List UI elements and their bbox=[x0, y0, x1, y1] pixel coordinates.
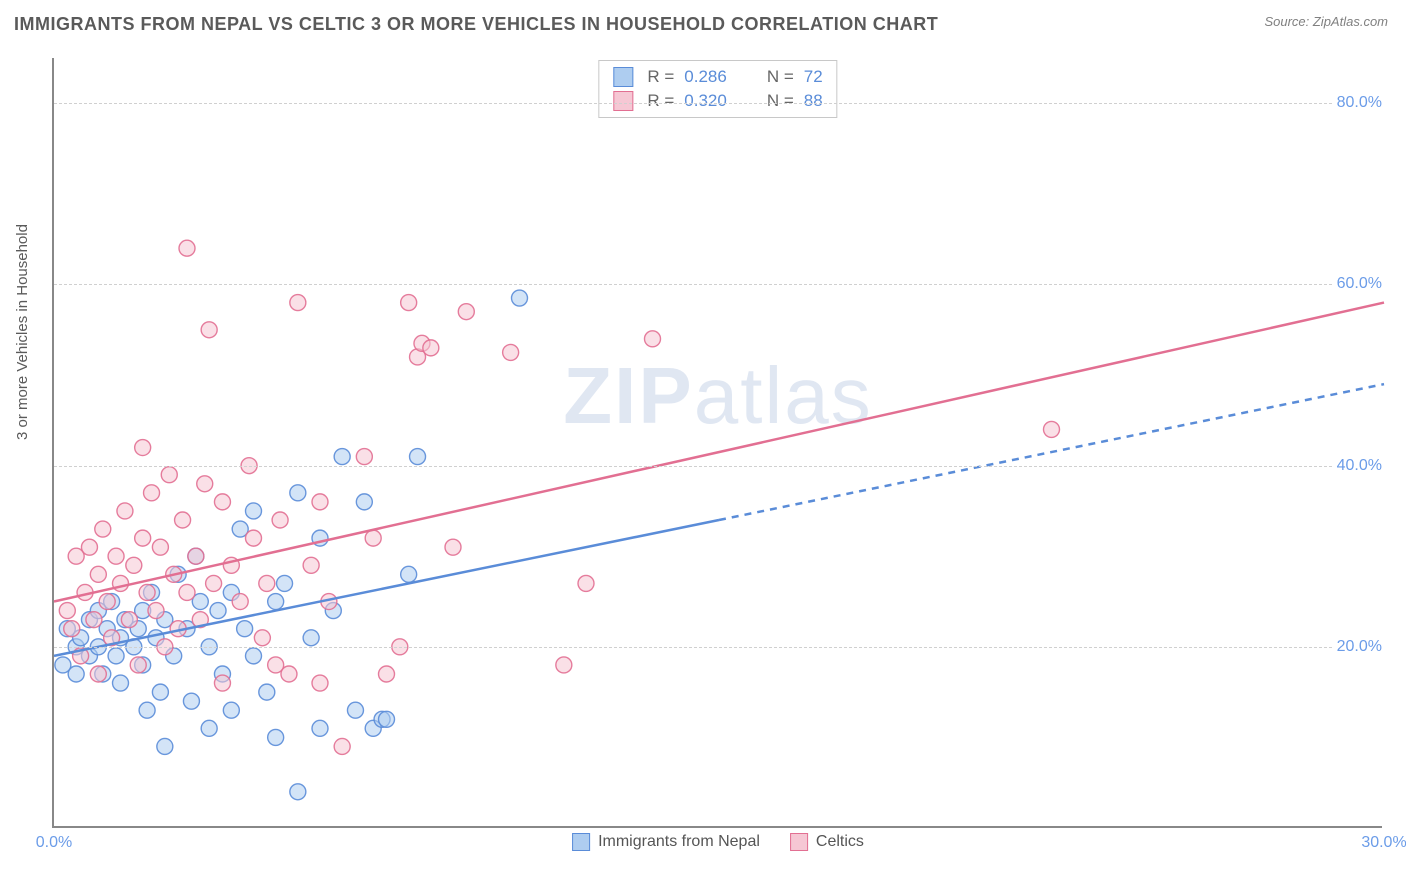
grid-line bbox=[54, 284, 1382, 285]
series-legend: Immigrants from Nepal Celtics bbox=[572, 833, 864, 851]
legend-stat-row: R = 0.320 N = 88 bbox=[613, 89, 822, 113]
x-tick-label: 0.0% bbox=[36, 834, 72, 852]
correlation-legend: R = 0.286 N = 72 R = 0.320 N = 88 bbox=[598, 60, 837, 118]
scatter-svg bbox=[54, 58, 1382, 826]
y-tick-label: 60.0% bbox=[1333, 275, 1386, 293]
legend-stat-row: R = 0.286 N = 72 bbox=[613, 65, 822, 89]
y-tick-label: 20.0% bbox=[1333, 638, 1386, 656]
grid-line bbox=[54, 103, 1382, 104]
legend-series-item: Celtics bbox=[790, 833, 864, 851]
chart-plot-area: ZIPatlas R = 0.286 N = 72 R = 0.320 N = … bbox=[52, 58, 1382, 828]
y-tick-label: 80.0% bbox=[1333, 94, 1386, 112]
grid-line bbox=[54, 647, 1382, 648]
source-attribution: Source: ZipAtlas.com bbox=[1264, 14, 1388, 29]
grid-line bbox=[54, 466, 1382, 467]
chart-title: IMMIGRANTS FROM NEPAL VS CELTIC 3 OR MOR… bbox=[14, 14, 938, 35]
y-axis-title: 3 or more Vehicles in Household bbox=[14, 224, 31, 440]
y-tick-label: 40.0% bbox=[1333, 457, 1386, 475]
x-tick-label: 30.0% bbox=[1361, 834, 1406, 852]
legend-series-item: Immigrants from Nepal bbox=[572, 833, 760, 851]
